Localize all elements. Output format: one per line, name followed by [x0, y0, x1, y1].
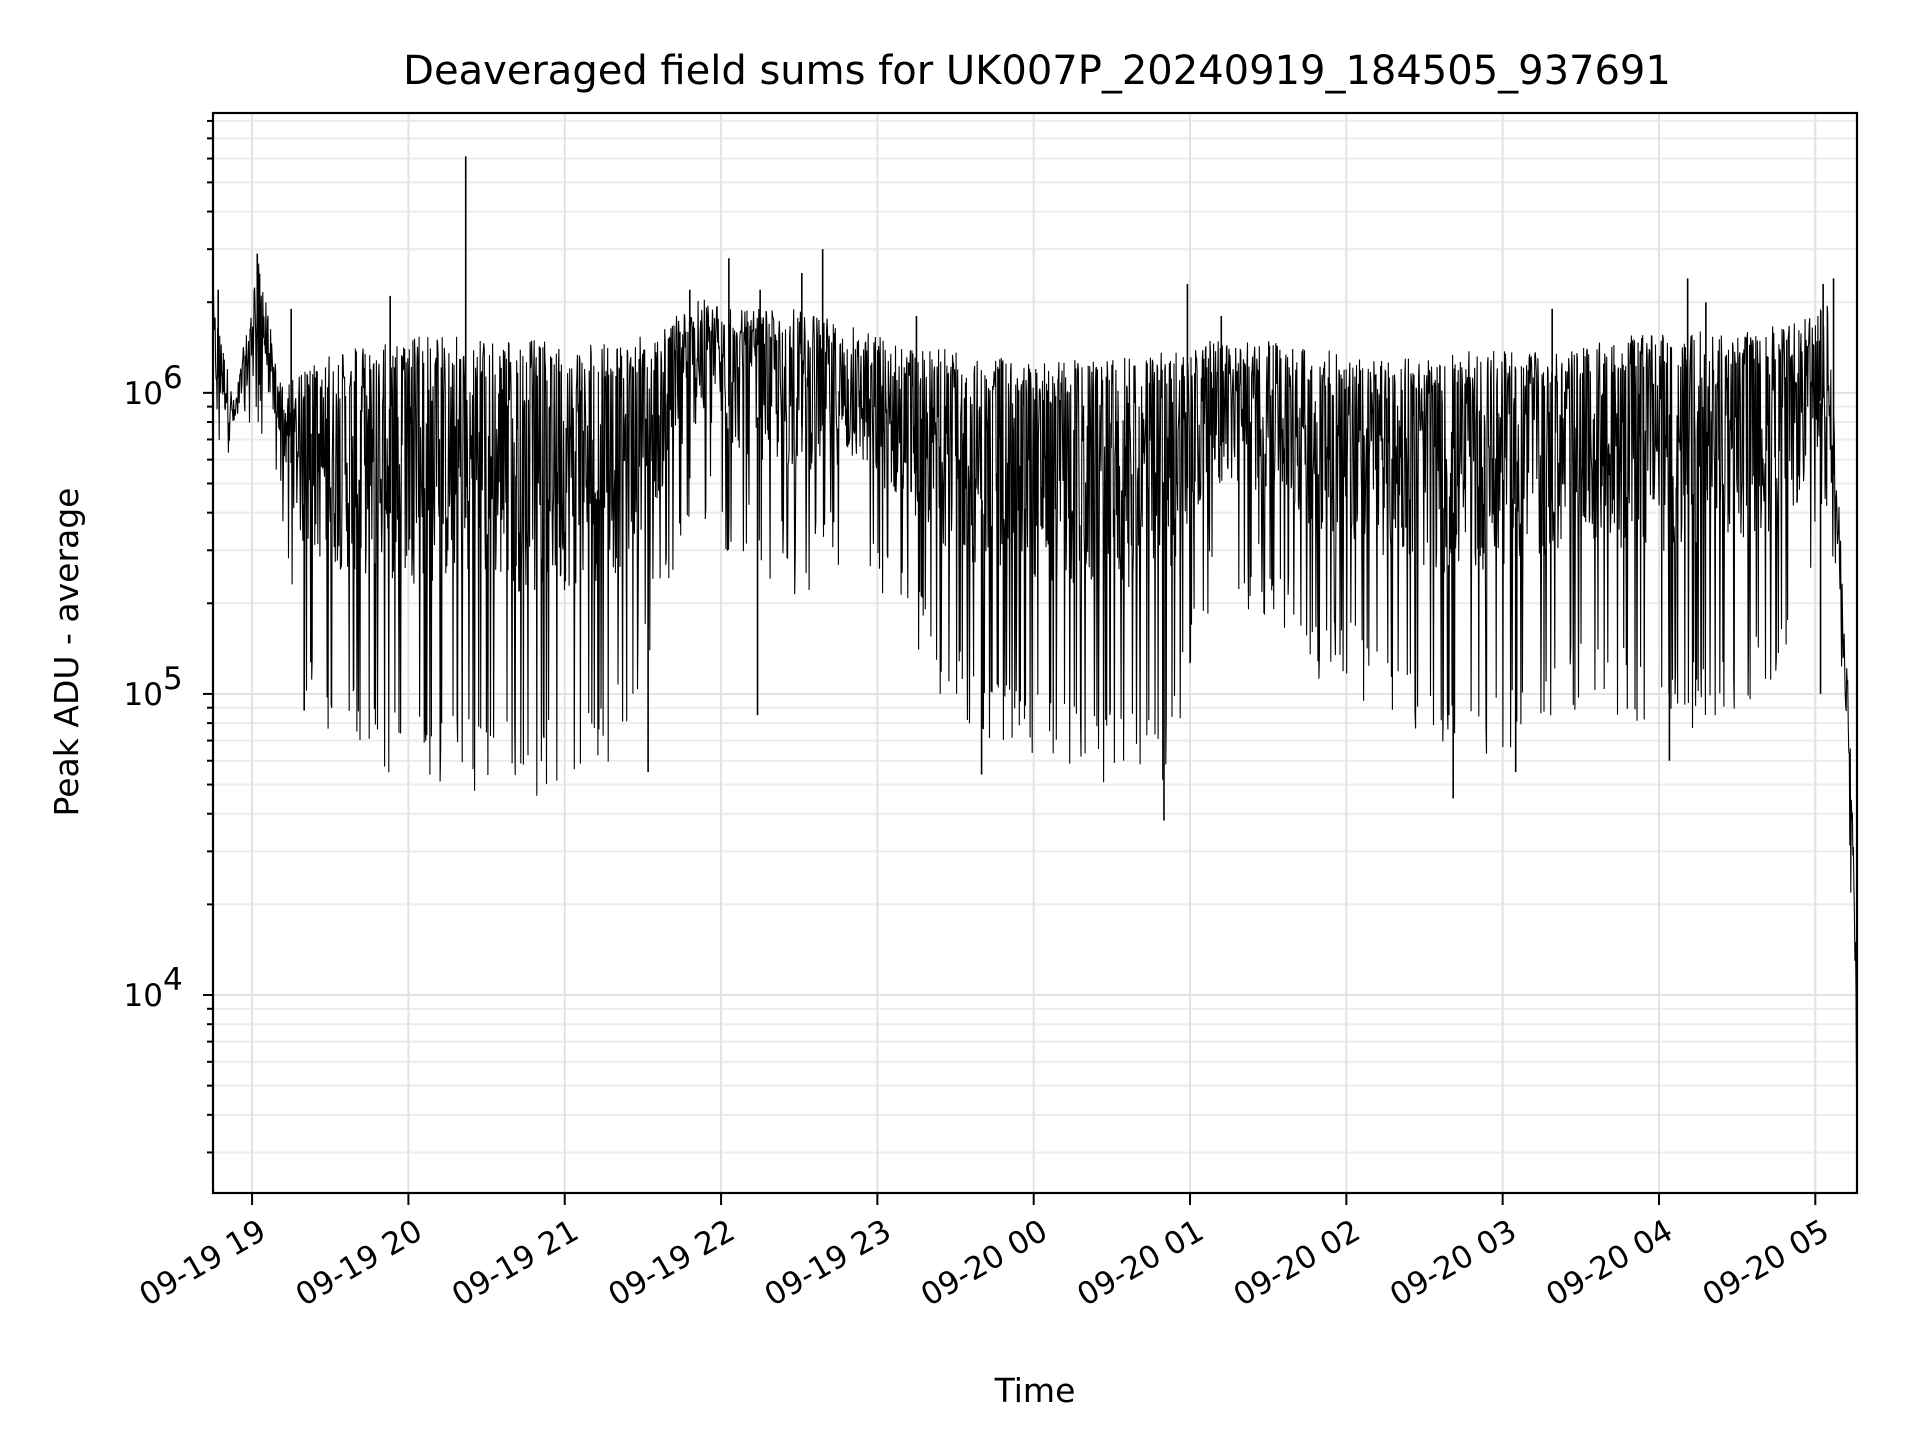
- series-peak-adu: [213, 156, 1857, 1084]
- y-axis-label: Peak ADU - average: [47, 488, 86, 817]
- chart-title: Deaveraged field sums for UK007P_2024091…: [403, 48, 1671, 94]
- y-tick-exponent: 6: [163, 360, 183, 396]
- x-axis-label: Time: [994, 1371, 1076, 1410]
- y-tick-label: 10: [124, 376, 163, 412]
- y-tick-label: 10: [124, 978, 163, 1014]
- plot-frame: [211, 111, 1859, 1195]
- series-line: [213, 263, 1857, 1084]
- y-tick-exponent: 5: [163, 661, 183, 697]
- y-tick-label: 10: [124, 677, 163, 713]
- y-tick-exponent: 4: [163, 962, 183, 998]
